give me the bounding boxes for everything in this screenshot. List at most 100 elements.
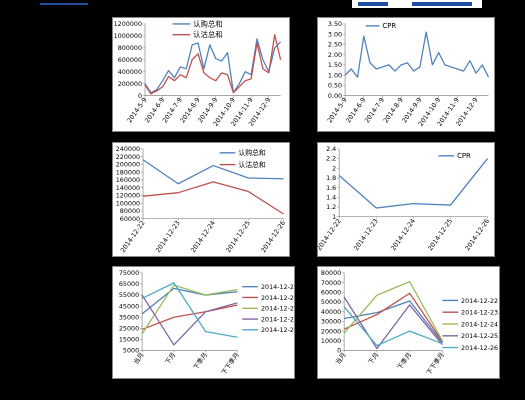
series-line bbox=[338, 158, 489, 209]
series-line bbox=[141, 282, 238, 338]
y-tick-label: 50000 bbox=[321, 298, 341, 306]
series-line bbox=[141, 284, 238, 335]
legend-label: 2014-12-23 bbox=[261, 294, 294, 302]
y-tick-label: 40000 bbox=[321, 308, 341, 316]
y-tick-label: 60000 bbox=[120, 215, 140, 223]
x-tick-label: 下季月 bbox=[191, 350, 209, 371]
y-tick-label: 180000 bbox=[116, 168, 140, 176]
y-tick-label: 65000 bbox=[119, 280, 139, 288]
legend-label: CPR bbox=[457, 152, 471, 160]
y-tick-label: 200000 bbox=[116, 161, 140, 169]
y-tick-label: 1 bbox=[332, 213, 336, 221]
y-tick-label: 2.00 bbox=[328, 51, 342, 59]
top-header-strip bbox=[352, 0, 482, 8]
top-left-rule bbox=[40, 3, 88, 5]
y-tick-label: 20000 bbox=[321, 327, 341, 335]
series-line bbox=[142, 159, 284, 185]
y-tick-label: 5000 bbox=[123, 347, 139, 355]
y-tick-label: 15000 bbox=[119, 336, 139, 344]
legend-label: CPR bbox=[382, 22, 396, 30]
x-tick-label: 2014-12-24 bbox=[189, 219, 217, 254]
y-tick-label: 80000 bbox=[120, 207, 140, 215]
y-tick-label: 400000 bbox=[118, 68, 142, 76]
y-tick-label: 220000 bbox=[116, 153, 140, 161]
x-tick-label: 下下季月 bbox=[219, 350, 241, 376]
y-tick-label: 240000 bbox=[116, 145, 140, 153]
y-tick-label: 1.6 bbox=[326, 184, 336, 192]
x-tick-label: 2014-12-25 bbox=[224, 219, 252, 254]
chart-panel-daily-volume: 60000 80000 100000 120000 140000 160000 180000… bbox=[112, 142, 290, 257]
y-tick-label: 800000 bbox=[118, 44, 142, 52]
x-tick-label: 2014-12-26 bbox=[463, 217, 491, 252]
y-tick-label: 1.8 bbox=[326, 174, 336, 182]
y-tick-label: 600000 bbox=[118, 56, 142, 64]
y-tick-label: 2 bbox=[332, 164, 336, 172]
series-line bbox=[141, 294, 238, 346]
y-tick-label: 200000 bbox=[118, 80, 142, 88]
legend-label: 2014-12-25 bbox=[461, 332, 498, 340]
y-tick-label: 0.50 bbox=[328, 82, 342, 90]
series-line bbox=[144, 34, 282, 95]
series-line bbox=[142, 181, 284, 215]
y-tick-label: 0 bbox=[337, 347, 341, 355]
chart-panel-put-by-month: 0 10000 20000 30000 40000 50000 60000 70000 8000… bbox=[317, 266, 500, 379]
y-tick-label: 0.00 bbox=[328, 92, 342, 100]
y-tick-label: 3.50 bbox=[328, 20, 342, 28]
y-tick-label: 1.4 bbox=[326, 193, 336, 201]
y-tick-label: 55000 bbox=[119, 291, 139, 299]
series-line bbox=[344, 31, 490, 78]
legend-label: 2014-12-22 bbox=[261, 283, 294, 291]
y-tick-label: 140000 bbox=[116, 184, 140, 192]
series-line bbox=[141, 304, 238, 331]
chart-cpr-history: 0.000.501.001.502.002.503.003.502014-5-9… bbox=[326, 20, 490, 128]
series-line bbox=[343, 280, 443, 342]
y-tick-label: 1.2 bbox=[326, 203, 336, 211]
x-tick-label: 下月 bbox=[367, 351, 381, 366]
y-tick-label: 3.00 bbox=[328, 30, 342, 38]
y-tick-label: 120000 bbox=[116, 192, 140, 200]
legend-label: 2014-12-24 bbox=[461, 320, 498, 328]
x-tick-label: 2014-12-23 bbox=[154, 219, 182, 254]
x-tick-label: 下季月 bbox=[395, 350, 413, 371]
x-tick-label: 2014-12-22 bbox=[318, 217, 343, 252]
y-tick-label: 1.00 bbox=[328, 71, 342, 79]
series-line bbox=[343, 306, 443, 347]
legend-label: 认购总和 bbox=[238, 148, 266, 157]
legend-label: 2014-12-23 bbox=[461, 309, 498, 317]
y-tick-label: 45000 bbox=[119, 302, 139, 310]
legend-label: 2014-12-26 bbox=[461, 344, 498, 352]
header-bar bbox=[412, 2, 472, 6]
x-tick-label: 2014-12-24 bbox=[389, 217, 417, 252]
y-tick-label: 60000 bbox=[321, 288, 341, 296]
y-tick-label: 1000000 bbox=[114, 32, 142, 40]
legend-label: 2014-12-22 bbox=[461, 297, 498, 305]
x-tick-label: 下月 bbox=[164, 351, 178, 366]
series-line bbox=[141, 287, 238, 315]
y-tick-label: 10000 bbox=[321, 337, 341, 345]
x-tick-label: 2014-12-26 bbox=[259, 219, 287, 254]
chart-daily-cpr: 1 1.2 1.41.6 1.8 22.2 2.4 2014-12-22 2014-12-23… bbox=[318, 145, 491, 252]
x-tick-label: 当月 bbox=[333, 350, 348, 366]
legend-label: 认购总和 bbox=[193, 19, 222, 28]
x-tick-label: 2014-12-22 bbox=[119, 219, 147, 254]
header-bar bbox=[358, 2, 388, 6]
legend-label: 2014-12-25 bbox=[261, 315, 294, 323]
chart-option-volume: 0200000400000600000800000100000012000002… bbox=[114, 19, 282, 128]
chart-panel-daily-cpr: 1 1.2 1.4 1.6 1.8 2 2.2 2.4 2014-12-22 2014-12-23… bbox=[317, 142, 495, 257]
chart-panel-cpr-history: 0.00 0.50 1.00 1.50 2.00 2.50 3.00 3.50 2014-5-9… bbox=[317, 17, 495, 132]
legend-label: 认沽总和 bbox=[193, 30, 222, 39]
y-tick-label: 25000 bbox=[119, 324, 139, 332]
y-tick-label: 160000 bbox=[116, 176, 140, 184]
legend-label: 2014-12-24 bbox=[261, 305, 294, 313]
y-tick-label: 100000 bbox=[116, 199, 140, 207]
x-tick-label: 2014-12-23 bbox=[352, 217, 380, 252]
legend-label: 2014-12-26 bbox=[261, 326, 294, 334]
y-tick-label: 35000 bbox=[119, 313, 139, 321]
y-tick-label: 70000 bbox=[321, 279, 341, 287]
chart-daily-volume: 6000080000100000120000140000160000180000… bbox=[116, 145, 287, 254]
x-tick-label: 下下季月 bbox=[424, 350, 446, 376]
y-tick-label: 0 bbox=[138, 92, 142, 100]
series-line bbox=[343, 296, 443, 350]
y-tick-label: 2.50 bbox=[328, 41, 342, 49]
